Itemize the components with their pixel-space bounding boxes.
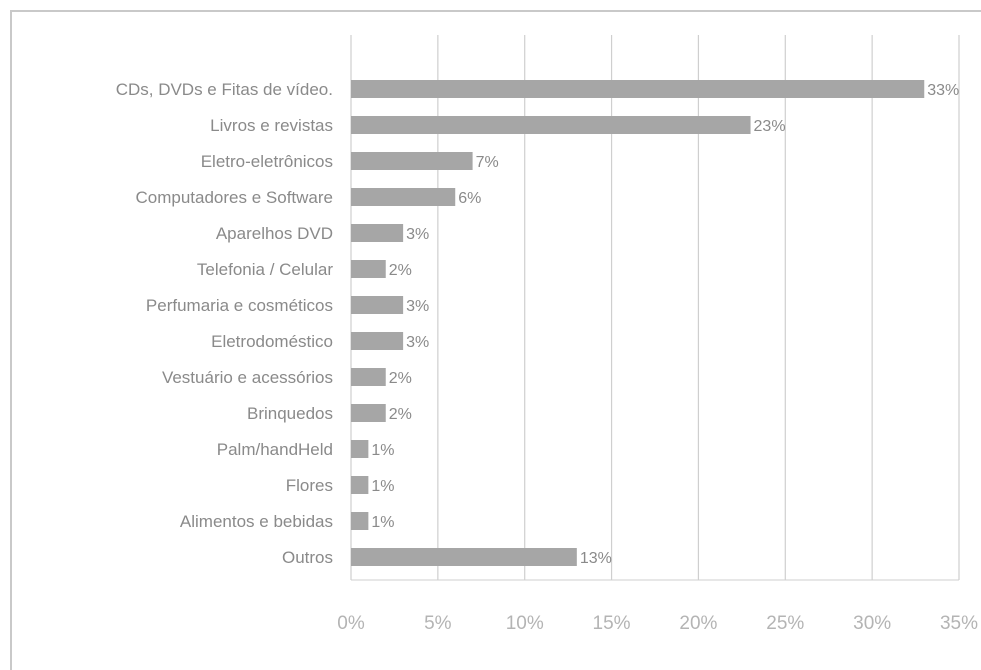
category-label: CDs, DVDs e Fitas de vídeo. xyxy=(116,80,333,99)
category-label: Brinquedos xyxy=(247,404,333,423)
bar-5 xyxy=(351,260,386,278)
x-tick-label: 15% xyxy=(593,613,631,634)
value-label: 1% xyxy=(371,478,394,495)
bar-9 xyxy=(351,404,386,422)
bar-0 xyxy=(351,80,925,98)
value-label: 7% xyxy=(476,154,499,171)
value-label: 6% xyxy=(458,190,481,207)
bar-13 xyxy=(351,548,577,566)
bar-8 xyxy=(351,368,386,386)
value-label: 23% xyxy=(754,118,786,135)
category-label: Computadores e Software xyxy=(136,188,334,207)
value-label: 3% xyxy=(406,298,429,315)
x-tick-label: 0% xyxy=(337,613,365,634)
category-label: Eletro-eletrônicos xyxy=(201,152,333,171)
category-label: Vestuário e acessórios xyxy=(162,368,333,387)
value-label: 13% xyxy=(580,550,612,567)
bar-7 xyxy=(351,332,404,350)
bar-10 xyxy=(351,440,369,458)
value-label: 3% xyxy=(406,226,429,243)
category-label: Eletrodoméstico xyxy=(211,332,333,351)
x-tick-label: 30% xyxy=(853,613,891,634)
value-label: 2% xyxy=(389,406,412,423)
bar-1 xyxy=(351,116,751,134)
x-tick-label: 35% xyxy=(940,613,978,634)
value-label: 3% xyxy=(406,334,429,351)
value-label: 2% xyxy=(389,370,412,387)
bar-4 xyxy=(351,224,404,242)
category-label: Perfumaria e cosméticos xyxy=(146,296,333,315)
x-tick-label: 25% xyxy=(766,613,804,634)
bar-11 xyxy=(351,476,369,494)
category-label: Flores xyxy=(286,476,333,495)
bar-3 xyxy=(351,188,456,206)
category-label: Aparelhos DVD xyxy=(216,224,333,243)
category-label: Telefonia / Celular xyxy=(197,260,333,279)
x-tick-label: 20% xyxy=(679,613,717,634)
bar-2 xyxy=(351,152,473,170)
category-label: Livros e revistas xyxy=(210,116,333,135)
value-label: 33% xyxy=(927,82,959,99)
chart-frame xyxy=(10,10,981,670)
value-label: 2% xyxy=(389,262,412,279)
x-tick-label: 10% xyxy=(506,613,544,634)
category-label: Alimentos e bebidas xyxy=(180,512,333,531)
bar-12 xyxy=(351,512,369,530)
x-tick-label: 5% xyxy=(424,613,452,634)
bar-6 xyxy=(351,296,404,314)
value-label: 1% xyxy=(371,442,394,459)
category-label: Outros xyxy=(282,548,333,567)
category-label: Palm/handHeld xyxy=(217,440,333,459)
value-label: 1% xyxy=(371,514,394,531)
